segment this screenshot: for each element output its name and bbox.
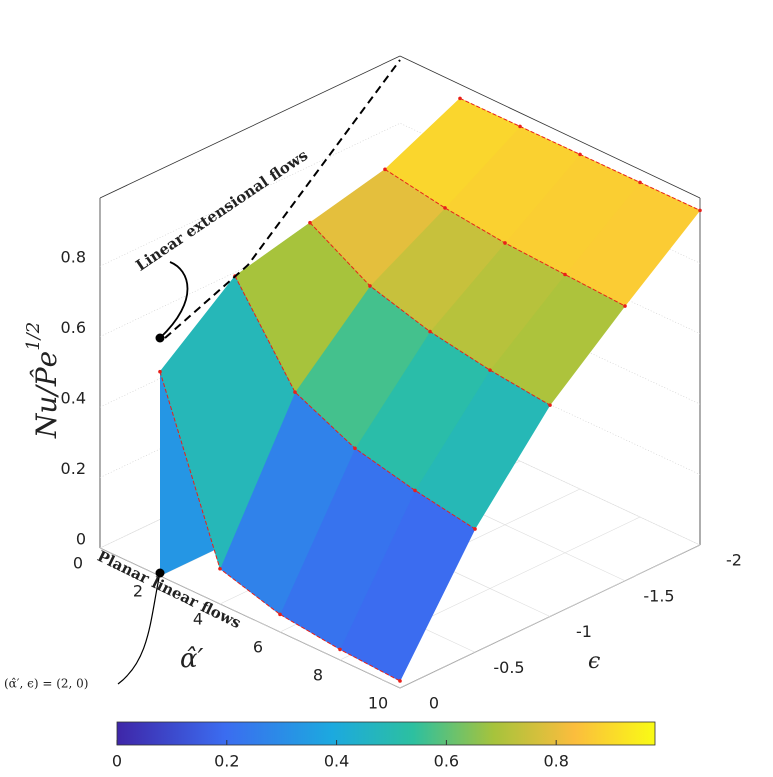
x-axis-label: α̂′ — [180, 644, 204, 674]
curve — [159, 371, 401, 682]
curve-point — [563, 272, 567, 277]
curve-point — [368, 284, 372, 288]
curve-point — [158, 369, 162, 374]
curve-point — [338, 647, 342, 652]
curve-point — [458, 96, 462, 101]
curve-point — [428, 329, 432, 334]
z-tick-label: 0.2 — [61, 459, 86, 478]
colorbar-tick-label: 0.2 — [214, 752, 239, 771]
point — [155, 333, 165, 343]
colorbar-tick-label: 0 — [112, 752, 122, 771]
x-tick-label: 10 — [368, 694, 388, 713]
z-axis-label: Nu/P̂e1/2 — [23, 322, 63, 439]
curve-point — [383, 167, 387, 172]
z-tick-label: 0.6 — [61, 318, 86, 337]
dashed-line — [164, 59, 401, 339]
colorbar — [116, 721, 656, 746]
curve-point — [218, 566, 222, 571]
curves — [158, 96, 702, 683]
y-tick-label: -2 — [726, 551, 742, 570]
y-tick-label: -0.5 — [493, 658, 524, 677]
curve-point — [578, 152, 582, 157]
curve-point — [398, 679, 402, 683]
surface — [159, 98, 701, 682]
y-axis-label: ϵ — [588, 649, 600, 674]
x-tick-label: 2 — [133, 582, 143, 601]
x-tick-label: 6 — [253, 638, 263, 657]
curve-point — [638, 180, 642, 185]
curve-point — [413, 488, 417, 493]
y-tick-label: 0 — [429, 694, 439, 713]
y-tick-label: -1 — [576, 622, 592, 641]
x-tick-label: 8 — [313, 666, 323, 685]
curve-point — [488, 368, 492, 372]
colorbar-tick-label: 0.8 — [543, 752, 568, 771]
colorbar-ticks: 0 0.2 0.4 0.6 0.8 — [112, 740, 569, 771]
x-tick-label: 4 — [193, 610, 203, 629]
y-tick-label: -1.5 — [643, 586, 674, 605]
curve-point — [473, 527, 477, 531]
curve-point — [443, 206, 447, 210]
curve-point — [278, 612, 282, 617]
z-tick-label: 0.8 — [61, 248, 86, 267]
curve-point — [503, 241, 507, 245]
colorbar-tick-label: 0.6 — [434, 752, 459, 771]
z-axis-label-main: Nu/P̂e — [29, 351, 62, 439]
z-tick-label: 0 — [76, 530, 86, 549]
z-axis-label-sup: 1/2 — [23, 322, 44, 351]
grid-line — [99, 547, 401, 689]
point — [155, 568, 165, 578]
arrow — [117, 572, 161, 685]
curve-point — [548, 403, 552, 407]
x-tick-label: 0 — [73, 554, 83, 573]
curve-point — [698, 208, 702, 213]
curve-point — [518, 124, 522, 129]
curve-point — [308, 220, 312, 225]
annotation: (α̂′, ϵ) = (2, 0) — [4, 677, 89, 691]
curve-point — [353, 446, 357, 451]
colorbar-tick-label: 0.4 — [324, 752, 349, 771]
curve-point — [293, 390, 297, 394]
z-tick-label: 0.4 — [61, 389, 86, 408]
arc — [159, 261, 189, 339]
curve-point — [623, 304, 627, 308]
